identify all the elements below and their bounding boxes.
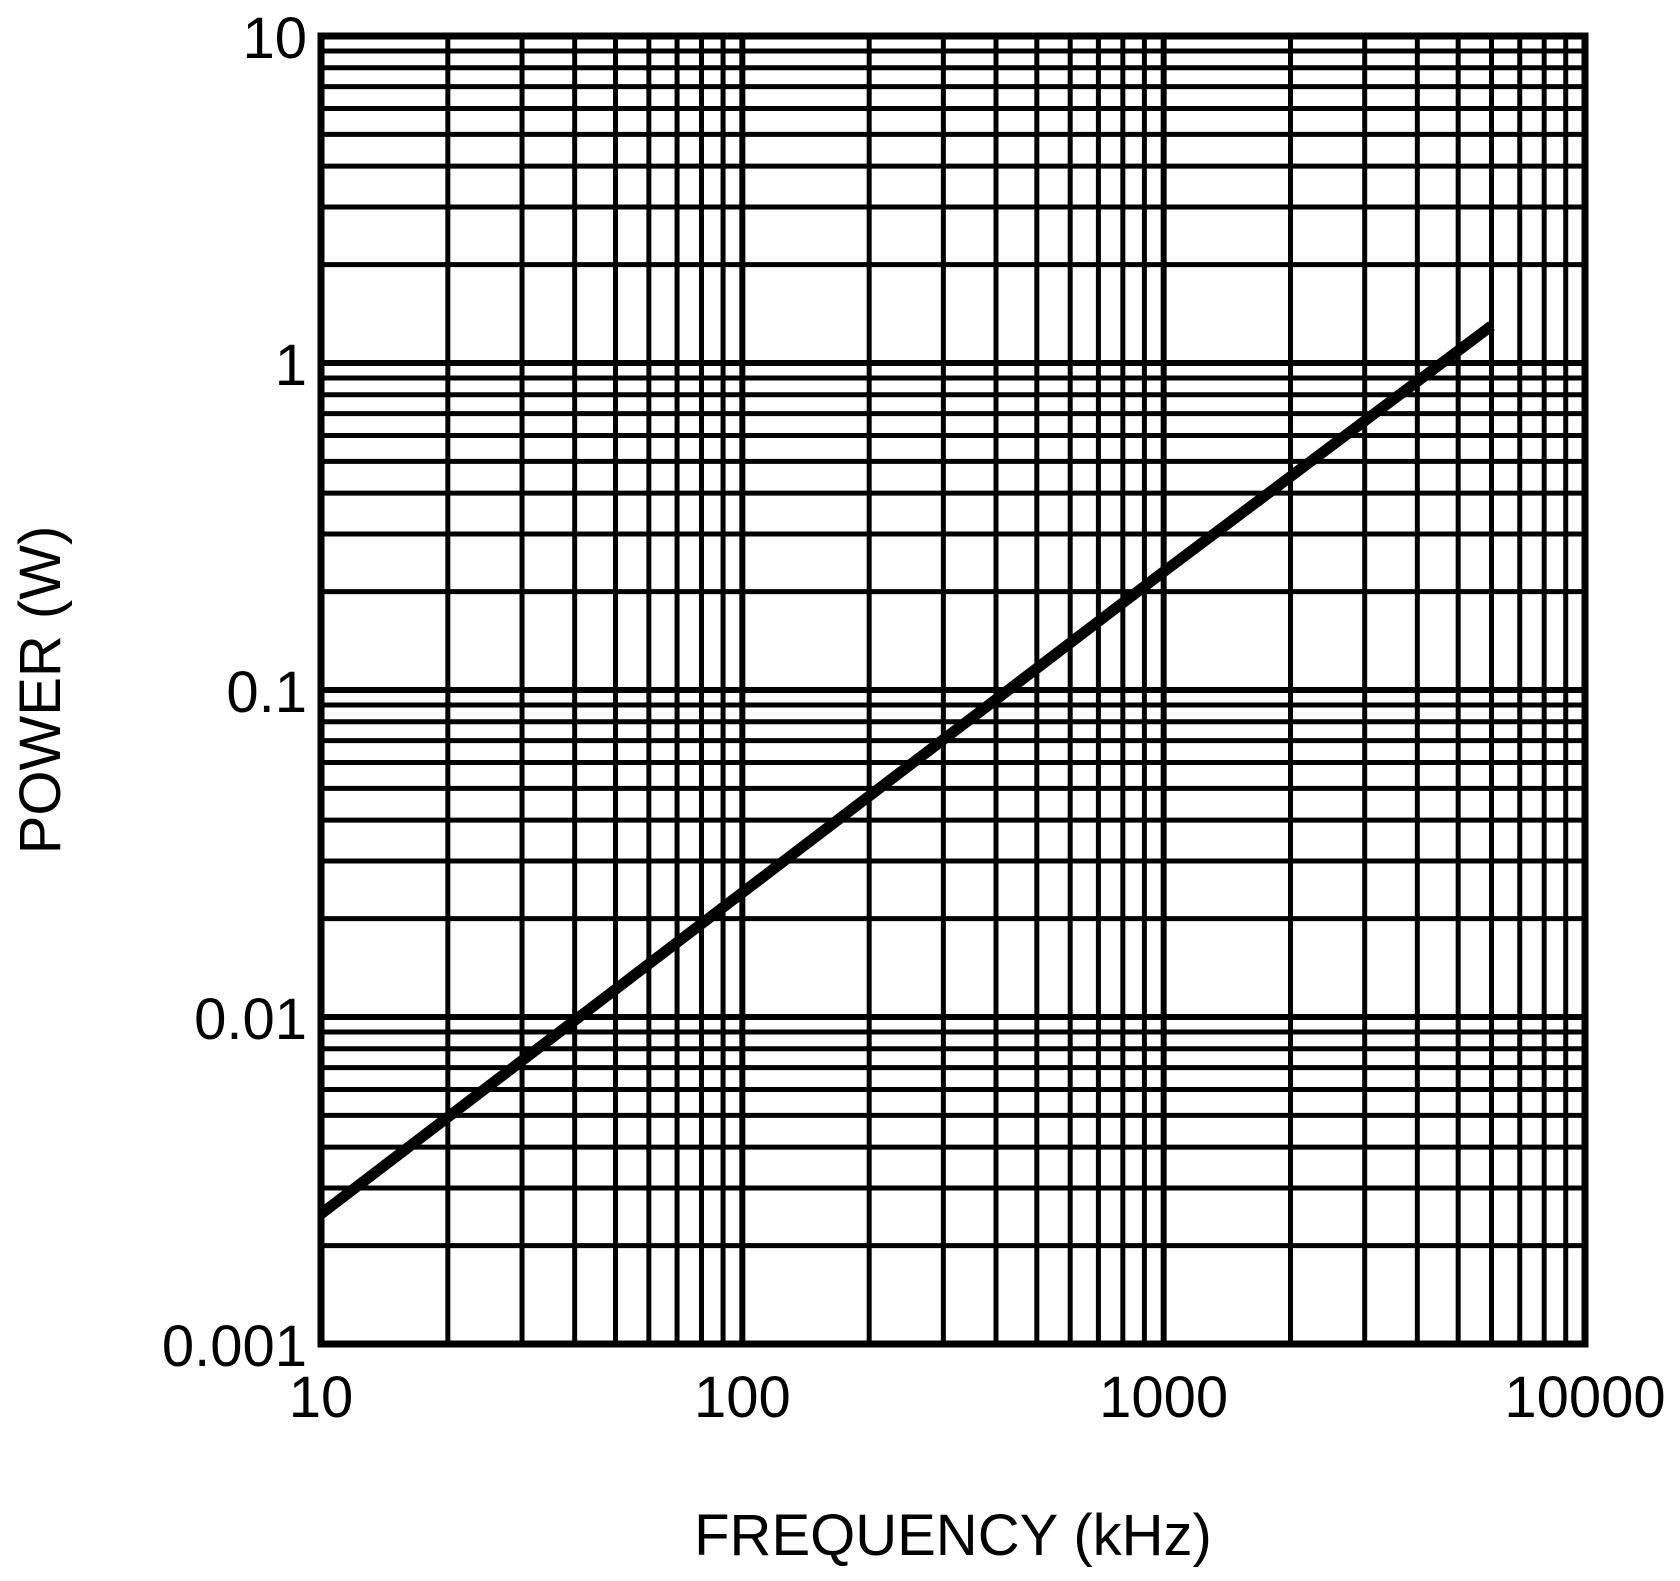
x-axis-label: FREQUENCY (kHz) — [694, 1503, 1212, 1568]
y-tick-label: 0.001 — [162, 1314, 307, 1379]
y-tick-label: 0.1 — [226, 660, 307, 725]
x-tick-label: 10 — [289, 1365, 354, 1430]
grid — [321, 36, 1585, 1344]
x-tick-labels: 10 100 1000 10000 — [289, 1365, 1666, 1430]
y-tick-label: 1 — [275, 333, 307, 398]
y-tick-label: 0.01 — [194, 987, 307, 1052]
x-tick-label: 100 — [694, 1365, 791, 1430]
x-tick-label: 10000 — [1504, 1365, 1665, 1430]
series — [317, 321, 1495, 1219]
x-tick-label: 1000 — [1099, 1365, 1228, 1430]
power-curve — [317, 321, 1495, 1219]
y-tick-labels: 0.001 0.01 0.1 1 10 — [162, 6, 307, 1379]
plot-frame — [317, 32, 1589, 1348]
y-tick-label: 10 — [242, 6, 307, 71]
y-axis-label: POWER (W) — [8, 526, 73, 855]
